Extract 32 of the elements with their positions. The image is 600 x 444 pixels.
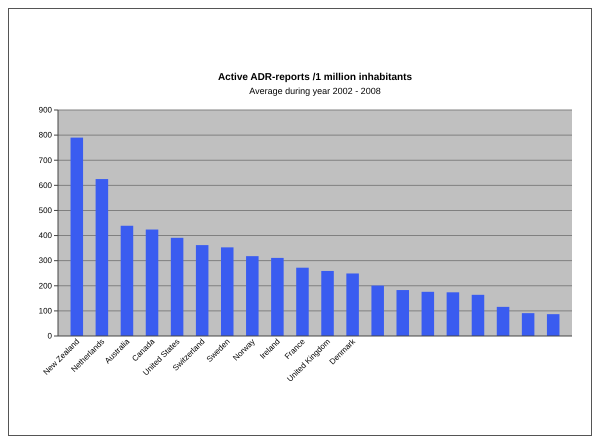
bar xyxy=(546,314,560,336)
y-tick-label: 0 xyxy=(48,332,53,341)
y-tick-label: 600 xyxy=(38,180,53,190)
bar xyxy=(371,286,384,336)
y-tick-label: 300 xyxy=(38,256,53,266)
y-tick-label: 200 xyxy=(38,281,53,290)
bar xyxy=(246,256,259,336)
bar xyxy=(120,226,134,336)
bar xyxy=(196,245,208,336)
y-tick-label: 700 xyxy=(38,156,53,165)
y-tick-label: 500 xyxy=(38,206,53,216)
bar xyxy=(496,306,510,336)
y-tick-label: 100 xyxy=(38,306,53,316)
bar xyxy=(70,138,84,336)
bar xyxy=(472,294,484,336)
y-tick-label: 400 xyxy=(38,231,53,240)
bar xyxy=(396,290,410,336)
bar xyxy=(446,292,460,336)
bar xyxy=(271,258,284,336)
bar xyxy=(522,313,534,336)
bar xyxy=(422,292,434,336)
bar xyxy=(146,230,158,336)
bar xyxy=(96,179,108,336)
bar xyxy=(321,270,334,336)
y-tick-label: 800 xyxy=(38,130,53,140)
chart-title: Active ADR-reports /1 million inhabitants xyxy=(218,72,412,83)
bar xyxy=(346,273,359,336)
y-tick-label: 900 xyxy=(38,106,53,115)
bar xyxy=(170,238,184,336)
chart-subtitle: Average during year 2002 - 2008 xyxy=(249,86,381,96)
bar xyxy=(296,268,309,336)
bar xyxy=(220,247,234,336)
